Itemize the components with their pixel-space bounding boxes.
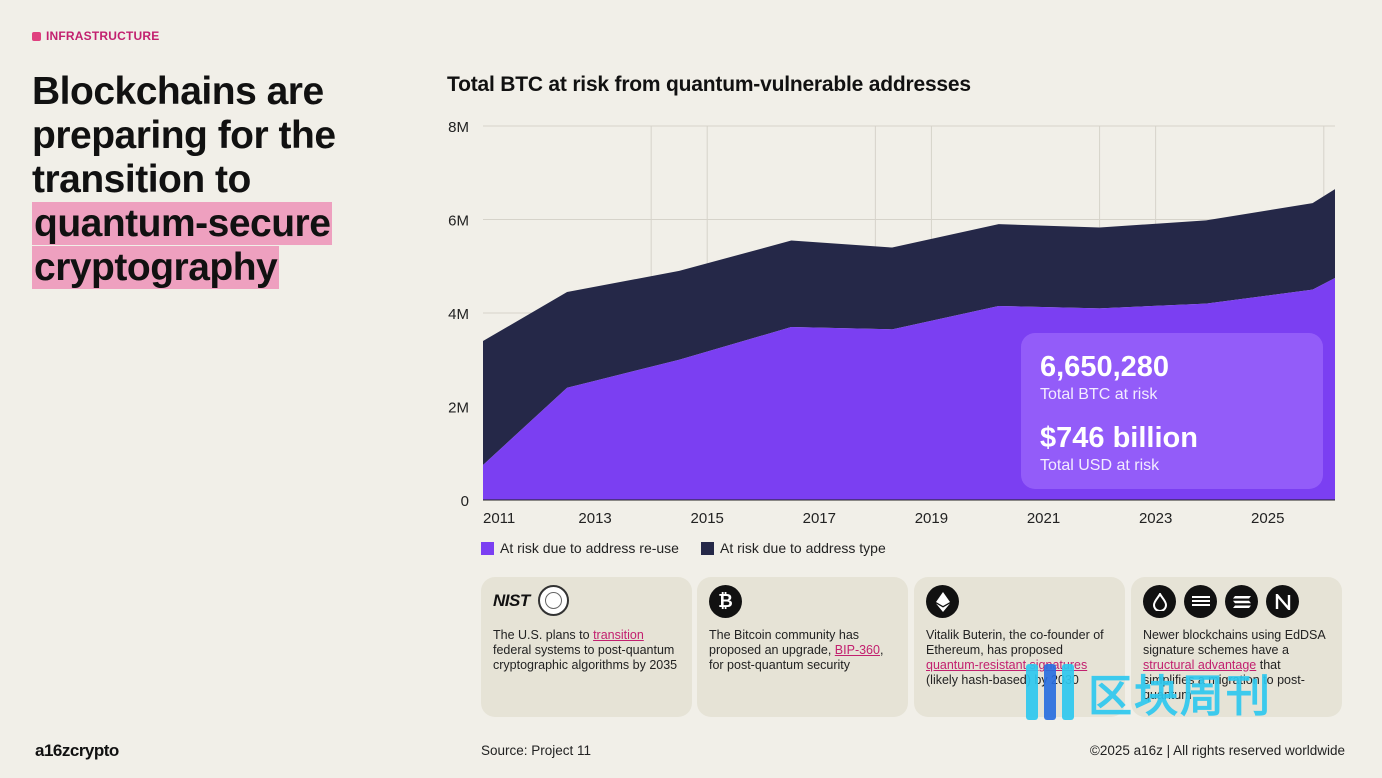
- government-seal-icon: [537, 585, 569, 616]
- headline-highlight-1: quantum-secure: [32, 202, 333, 245]
- legend-item-type: At risk due to address type: [700, 540, 886, 556]
- x-tick-label: 2025: [1251, 510, 1284, 527]
- x-tick-label: 2015: [691, 510, 724, 527]
- watermark-text: 区块周刊: [1088, 672, 1272, 721]
- sui-icon: [1143, 585, 1176, 618]
- tag-dot-icon: [32, 31, 41, 41]
- ethereum-icon: [926, 585, 959, 618]
- card-bitcoin-text-pre: The Bitcoin community has proposed an up…: [709, 628, 860, 657]
- headline-line-3: transition to: [32, 158, 251, 201]
- transition-link[interactable]: transition: [593, 628, 644, 642]
- legend-swatch-type: [700, 541, 714, 555]
- card-ethereum-text-post: (likely hash-based) by 2030: [926, 673, 1079, 687]
- source-note: Source: Project 11: [481, 743, 592, 758]
- card-ethereum: Vitalik Buterin, the co-founder of Ether…: [914, 577, 1125, 717]
- card-nist-text: The U.S. plans to transition federal sys…: [493, 628, 682, 673]
- headline-highlight-2: cryptography: [32, 246, 280, 289]
- headline-line-1: Blockchains are: [32, 70, 324, 113]
- series-area-address-type: [483, 189, 1335, 465]
- nist-logo: NIST: [493, 590, 530, 610]
- legend-label-reuse: At risk due to address re-use: [500, 540, 679, 556]
- card-eddsa: Newer blockchains using EdDSA signature …: [1131, 577, 1342, 717]
- total-usd-value: $746 billion: [1040, 422, 1198, 454]
- card-nist: NIST The U.S. plans to transition federa…: [481, 577, 692, 717]
- card-bitcoin-text: The Bitcoin community has proposed an up…: [709, 628, 898, 673]
- total-btc-label: Total BTC at risk: [1040, 386, 1158, 403]
- y-tick-label: 8M: [448, 119, 469, 136]
- card-nist-text-post: federal systems to post-quantum cryptogr…: [493, 643, 678, 672]
- x-tick-label: 2011: [483, 510, 515, 527]
- x-tick-label: 2019: [915, 510, 948, 527]
- a16zcrypto-logo: a16zcrypto: [35, 741, 119, 760]
- y-tick-label: 6M: [448, 213, 469, 230]
- card-eddsa-text: Newer blockchains using EdDSA signature …: [1143, 628, 1332, 703]
- legend-swatch-reuse: [481, 541, 494, 555]
- solana-icon: [1225, 585, 1258, 618]
- card-eddsa-text-pre: Newer blockchains using EdDSA signature …: [1143, 628, 1326, 657]
- x-tick-label: 2017: [803, 510, 836, 527]
- y-tick-label: 4M: [448, 306, 469, 323]
- bip-360-link[interactable]: BIP-360: [834, 643, 880, 657]
- aptos-icon: [1184, 585, 1217, 618]
- chart-title: Total BTC at risk from quantum-vulnerabl…: [447, 73, 971, 96]
- card-ethereum-text-pre: Vitalik Buterin, the co-founder of Ether…: [926, 628, 1104, 657]
- watermark: 区块周刊: [1022, 660, 1272, 724]
- copyright-note: ©2025 a16z | All rights reserved worldwi…: [1089, 743, 1345, 758]
- y-tick-label: 2M: [448, 400, 469, 417]
- card-bitcoin: ₿ The Bitcoin community has proposed an …: [697, 577, 908, 717]
- bitcoin-icon: ₿: [709, 585, 742, 618]
- card-nist-text-pre: The U.S. plans to: [493, 628, 594, 642]
- watermark-logo-icon: [1022, 660, 1080, 724]
- x-tick-label: 2021: [1027, 510, 1060, 527]
- total-btc-value: 6,650,280: [1040, 351, 1170, 383]
- near-icon: [1266, 585, 1299, 618]
- card-eddsa-text-post: that simplifies a migration to post-quan…: [1143, 658, 1305, 702]
- card-bitcoin-text-post: , for post-quantum security: [709, 643, 884, 672]
- headline-line-2: preparing for the: [32, 114, 336, 157]
- headline: Blockchains are preparing for the transi…: [32, 70, 412, 290]
- category-tag-label: INFRASTRUCTURE: [46, 29, 160, 43]
- legend-item-reuse: At risk due to address re-use: [481, 540, 679, 556]
- stats-callout: 6,650,280 Total BTC at risk $746 billion…: [1021, 333, 1323, 489]
- x-tick-label: 2023: [1139, 510, 1172, 527]
- structural-advantage-link[interactable]: structural advantage: [1143, 658, 1257, 672]
- total-usd-label: Total USD at risk: [1040, 457, 1160, 474]
- chart-legend: At risk due to address re-use At risk du…: [481, 540, 886, 556]
- y-tick-label: 0: [461, 493, 469, 510]
- legend-label-type: At risk due to address type: [719, 540, 886, 556]
- x-tick-label: 2013: [578, 510, 611, 527]
- category-tag: INFRASTRUCTURE: [32, 29, 159, 43]
